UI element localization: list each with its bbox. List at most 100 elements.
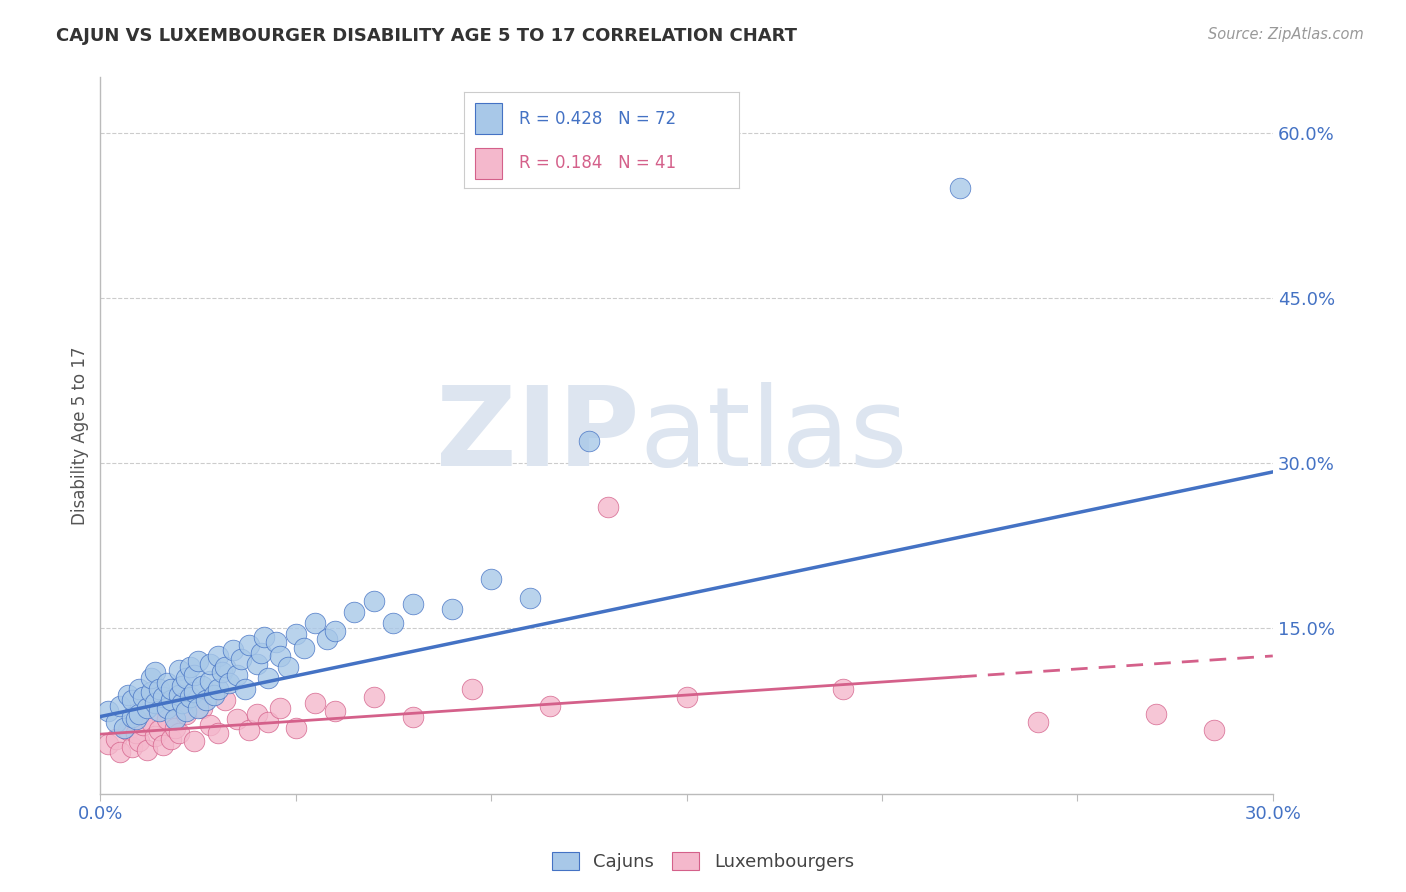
Point (1144, 707, 1167, 722)
Point (183, 667, 205, 681)
Point (441, 601, 464, 615)
Point (172, 679, 194, 693)
Point (229, 652, 252, 666)
Point (97, 737, 120, 751)
Point (211, 665, 233, 680)
Point (382, 615, 405, 630)
Point (159, 731, 181, 746)
Point (128, 733, 150, 747)
Point (148, 704, 170, 718)
Point (202, 688, 225, 702)
Point (226, 667, 249, 681)
Point (343, 605, 366, 619)
Point (104, 731, 127, 746)
Point (124, 712, 146, 726)
Point (363, 594, 385, 608)
Point (598, 500, 620, 515)
Point (238, 723, 260, 737)
Point (194, 693, 217, 707)
Point (163, 712, 186, 726)
Point (284, 627, 307, 641)
Point (121, 709, 143, 723)
Point (124, 726, 146, 740)
Point (136, 700, 159, 714)
Point (198, 657, 221, 671)
Point (323, 624, 346, 638)
Point (578, 434, 600, 448)
Point (198, 674, 221, 689)
Point (292, 641, 315, 656)
Point (233, 681, 256, 696)
Point (363, 690, 385, 704)
Point (246, 707, 269, 722)
Point (316, 632, 339, 647)
Point (172, 696, 194, 710)
Point (159, 681, 181, 696)
Point (214, 693, 236, 707)
Point (187, 700, 209, 714)
Point (214, 660, 236, 674)
Point (176, 671, 198, 685)
Point (121, 693, 143, 707)
Text: Source: ZipAtlas.com: Source: ZipAtlas.com (1208, 27, 1364, 42)
Point (156, 676, 179, 690)
Point (183, 733, 205, 747)
Point (479, 572, 502, 586)
Point (949, 180, 972, 194)
Point (187, 655, 209, 669)
Point (257, 714, 280, 729)
Text: CAJUN VS LUXEMBOURGER DISABILITY AGE 5 TO 17 CORRELATION CHART: CAJUN VS LUXEMBOURGER DISABILITY AGE 5 T… (56, 27, 797, 45)
Point (1026, 714, 1049, 729)
Point (191, 679, 214, 693)
Point (112, 721, 135, 735)
Point (143, 665, 166, 680)
Point (207, 681, 229, 696)
Y-axis label: Disability Age 5 to 17: Disability Age 5 to 17 (72, 346, 89, 524)
Point (117, 723, 139, 737)
Point (141, 685, 163, 699)
Point (183, 685, 205, 699)
Point (402, 597, 425, 611)
Point (97, 704, 120, 718)
Point (143, 730, 166, 744)
Point (104, 714, 127, 729)
Point (136, 742, 159, 756)
Point (159, 693, 181, 707)
Point (128, 681, 150, 696)
Point (163, 721, 186, 735)
Point (284, 721, 307, 735)
Point (191, 700, 214, 714)
Point (167, 726, 190, 740)
Point (519, 591, 541, 605)
Point (108, 745, 131, 759)
Point (304, 615, 326, 630)
Point (152, 690, 174, 704)
Point (402, 709, 425, 723)
Text: ZIP: ZIP (436, 382, 640, 489)
Point (121, 740, 143, 755)
Point (460, 681, 482, 696)
Text: atlas: atlas (640, 382, 908, 489)
Point (253, 630, 276, 644)
Point (167, 663, 190, 677)
Point (269, 700, 291, 714)
Point (249, 646, 271, 660)
Point (207, 726, 229, 740)
Point (132, 690, 155, 704)
Point (226, 712, 249, 726)
Point (128, 707, 150, 722)
Point (143, 696, 166, 710)
Point (179, 660, 201, 674)
Point (148, 723, 170, 737)
Point (264, 634, 287, 648)
Point (167, 688, 190, 702)
Point (675, 690, 697, 704)
Point (156, 700, 179, 714)
Point (304, 696, 326, 710)
Point (323, 704, 346, 718)
Point (132, 718, 155, 732)
Point (117, 688, 139, 702)
Point (246, 657, 269, 671)
Point (218, 676, 240, 690)
Point (141, 714, 163, 729)
